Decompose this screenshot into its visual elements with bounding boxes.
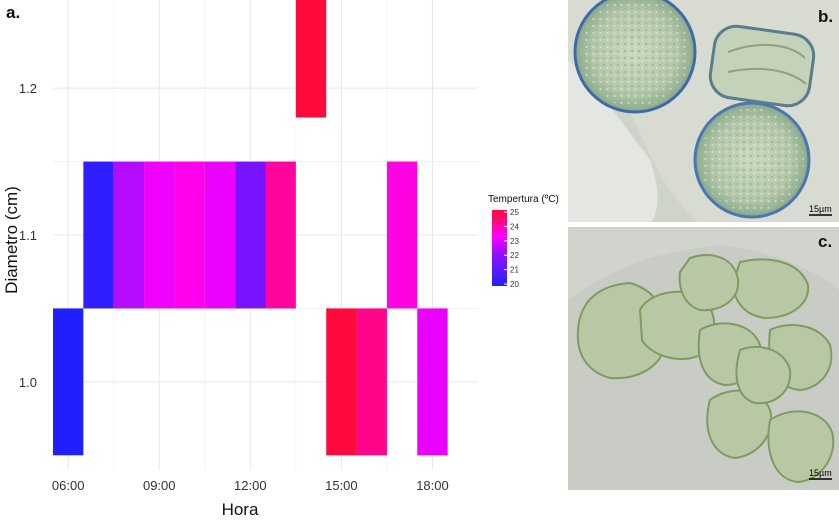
heatmap-cell bbox=[386, 161, 418, 309]
legend-tick-label: 22 bbox=[510, 251, 519, 260]
heatmap-cell bbox=[417, 308, 448, 456]
x-axis-title: Hora bbox=[222, 500, 259, 519]
pollen-grain-irregular bbox=[767, 410, 835, 484]
y-tick-label: 1.0 bbox=[19, 375, 37, 390]
x-tick-label: 15:00 bbox=[325, 478, 358, 493]
micrograph-c: c. 15µm bbox=[568, 227, 839, 493]
color-legend: Tempertura (ºC) 20 21 22 23 24 25 bbox=[488, 194, 559, 289]
pollen-grain-irregular bbox=[678, 254, 740, 312]
heatmap-cell bbox=[235, 161, 266, 309]
pollen-grain-irregular bbox=[735, 345, 792, 405]
panel-label-a: a. bbox=[6, 3, 20, 22]
heatmap-cell bbox=[174, 161, 205, 309]
heatmap-cell bbox=[326, 308, 357, 456]
heatmap-cell bbox=[265, 161, 296, 309]
heatmap-cell bbox=[295, 0, 327, 118]
heatmap-cell bbox=[53, 308, 84, 456]
micrograph-b: b. 15µm bbox=[568, 0, 839, 224]
scale-bar-label-c: 15µm bbox=[809, 468, 832, 478]
legend-tick-label: 25 bbox=[510, 208, 519, 217]
heatmap-cell bbox=[83, 161, 114, 309]
y-tick-label: 1.2 bbox=[19, 81, 37, 96]
legend-ticks: 20 21 22 23 24 25 bbox=[504, 208, 519, 289]
pollen-grain-irregular bbox=[732, 258, 810, 320]
heatmap-panel: a. 06:00 09:00 12:00 15:00 18:00 1.0 1.1 1.2 H… bbox=[2, 0, 478, 519]
heatmap-cell bbox=[204, 161, 236, 309]
pollen-grain-oblong bbox=[708, 24, 816, 108]
legend-tick-label: 20 bbox=[510, 280, 519, 289]
legend-tick-label: 21 bbox=[510, 266, 519, 275]
legend-tick-label: 24 bbox=[510, 222, 519, 231]
legend-colorbar bbox=[492, 210, 507, 286]
scale-bar-label-b: 15µm bbox=[809, 204, 832, 214]
x-tick-label: 12:00 bbox=[234, 478, 267, 493]
panel-label-c: c. bbox=[818, 232, 832, 251]
heatmap-cells bbox=[53, 0, 448, 456]
x-tick-label: 18:00 bbox=[416, 478, 449, 493]
x-tick-label: 09:00 bbox=[143, 478, 176, 493]
heatmap-cell bbox=[144, 161, 175, 309]
heatmap-cell bbox=[356, 308, 387, 456]
y-axis-title: Diametro (cm) bbox=[2, 186, 21, 294]
x-axis-ticks: 06:00 09:00 12:00 15:00 18:00 bbox=[52, 478, 449, 493]
y-tick-label: 1.1 bbox=[19, 228, 37, 243]
x-tick-label: 06:00 bbox=[52, 478, 85, 493]
legend-tick-label: 23 bbox=[510, 237, 519, 246]
y-axis-ticks: 1.0 1.1 1.2 bbox=[19, 81, 37, 390]
heatmap-cell bbox=[113, 161, 145, 309]
panel-label-b: b. bbox=[818, 7, 833, 26]
legend-title: Tempertura (ºC) bbox=[488, 194, 559, 205]
